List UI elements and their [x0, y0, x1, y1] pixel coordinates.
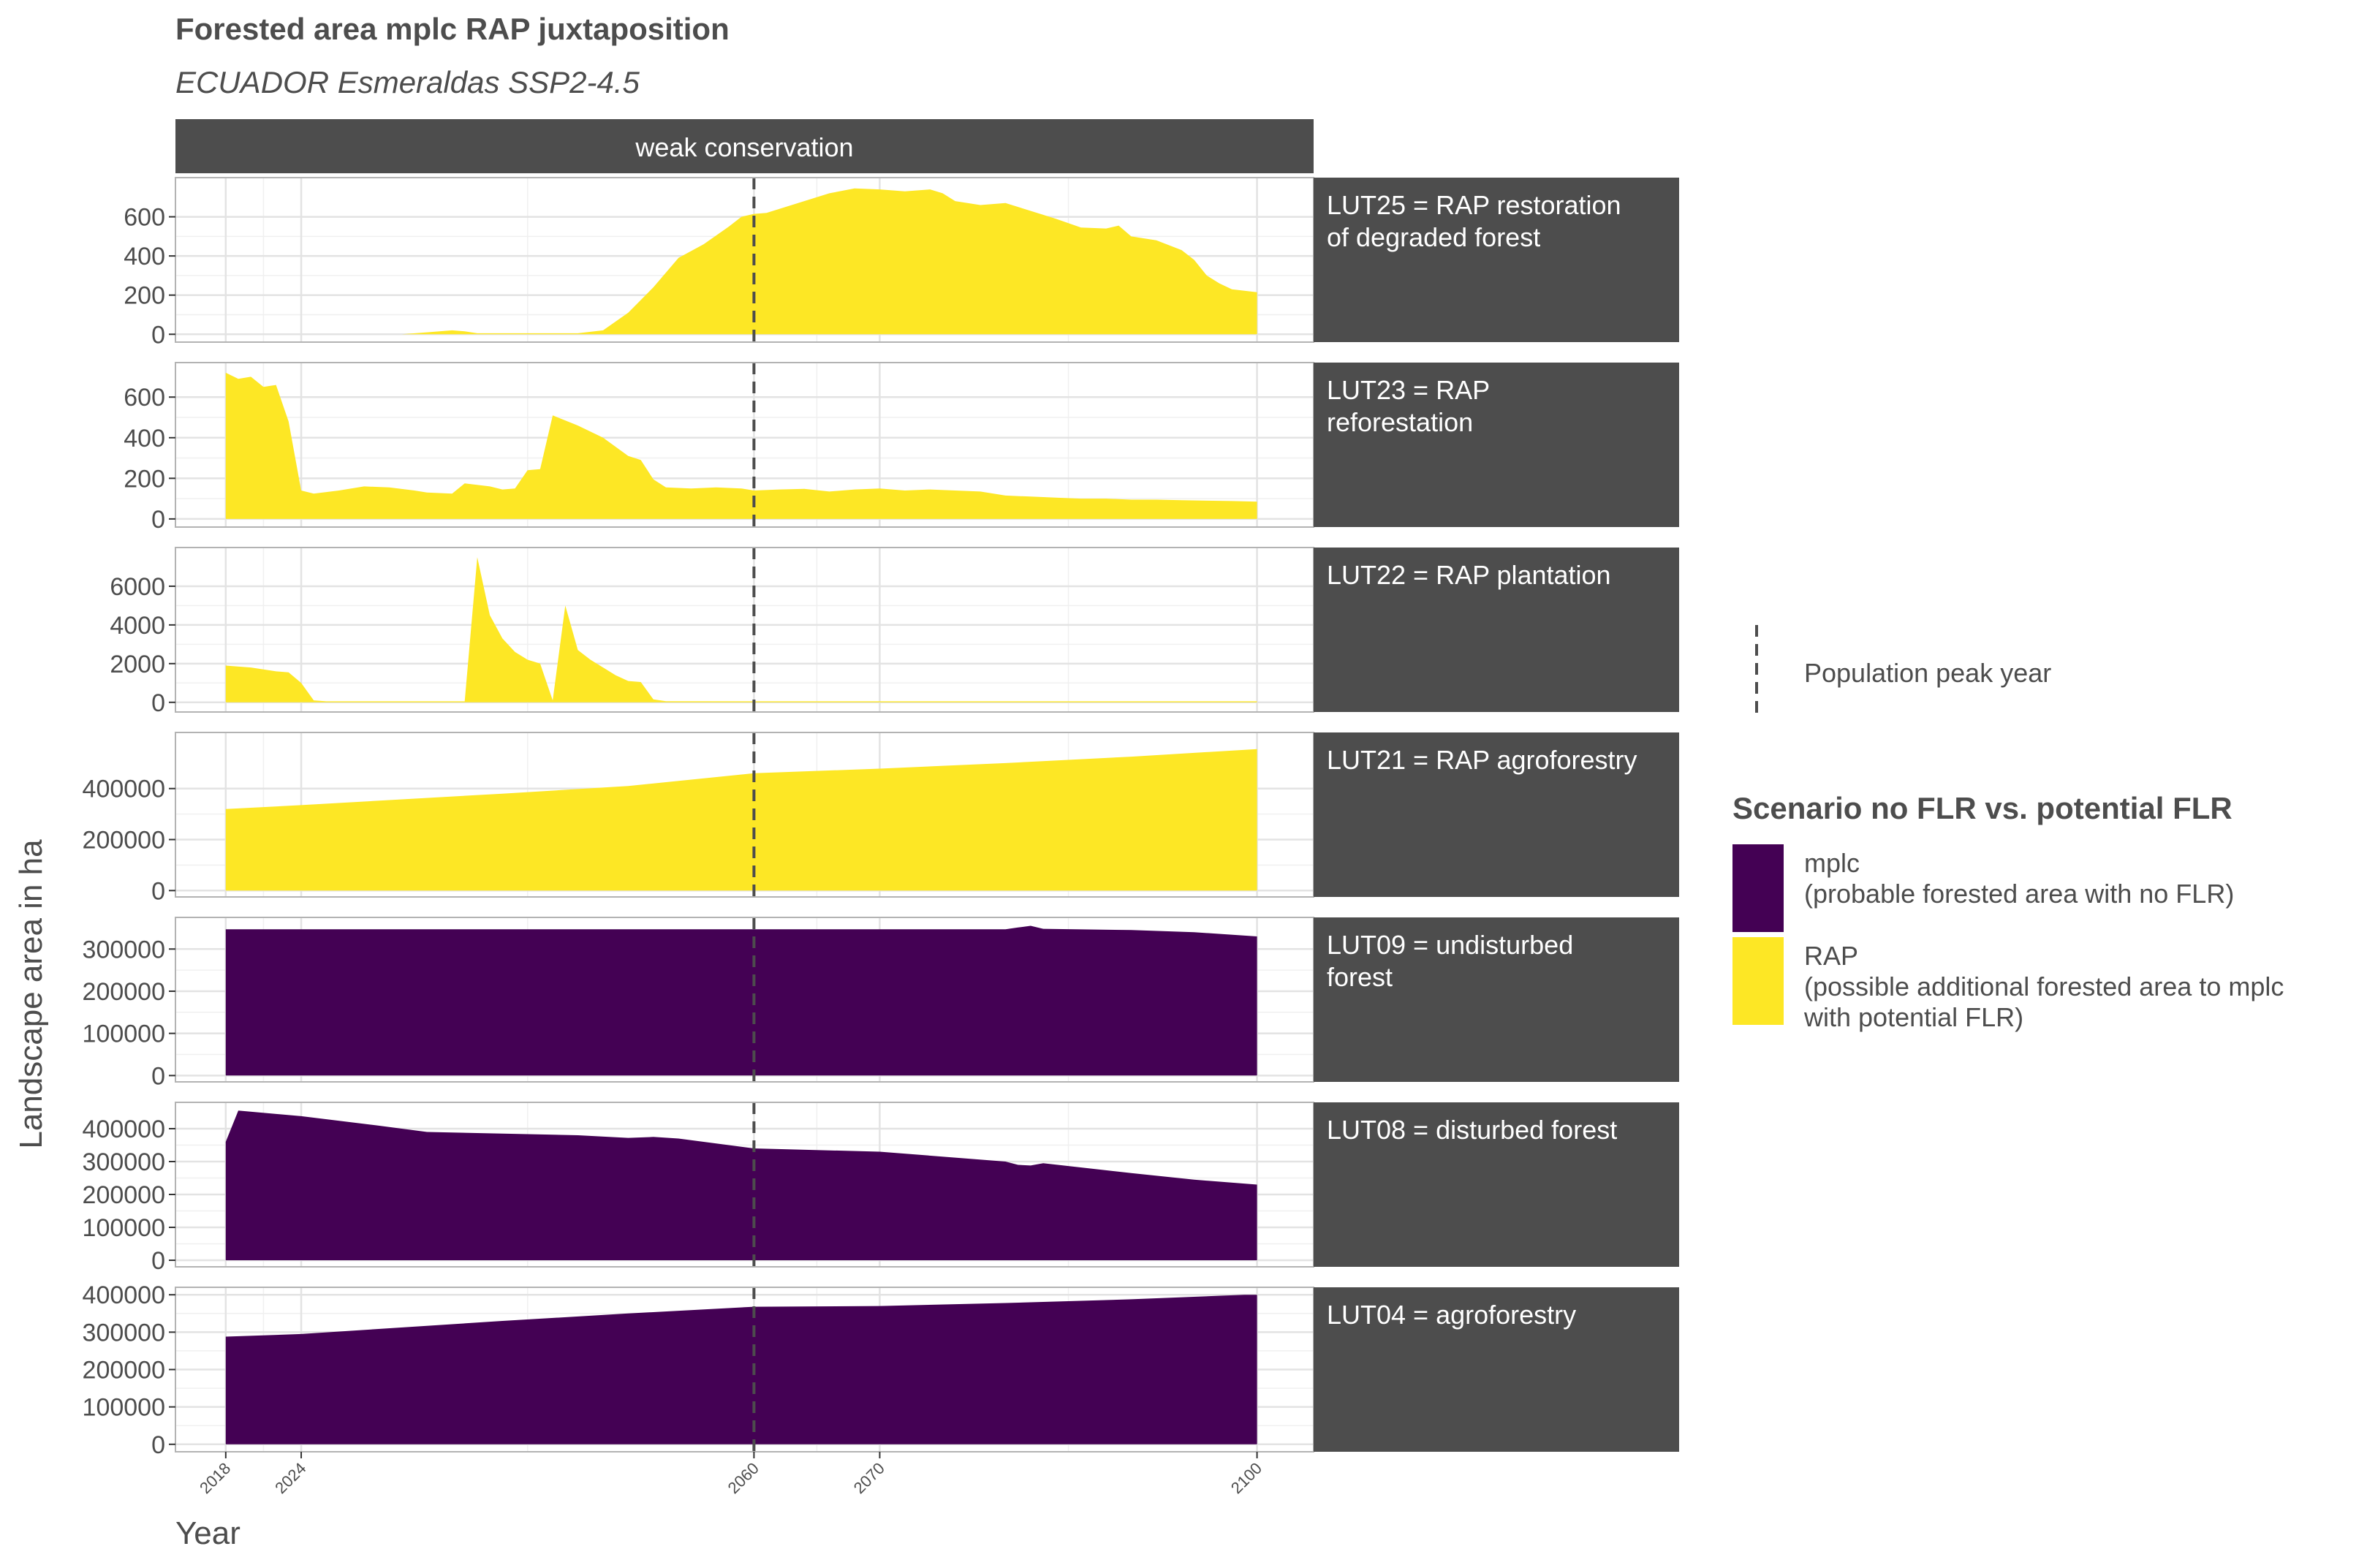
x-tick-label: 2060	[724, 1459, 762, 1497]
facet-column-strip	[175, 119, 1314, 173]
legend-key-mplc	[1732, 844, 1784, 932]
y-tick-label: 400000	[83, 1281, 165, 1309]
y-tick-label: 200000	[83, 978, 165, 1006]
y-tick-label: 600	[124, 204, 165, 232]
legend-label-mplc: mplc	[1804, 848, 1860, 878]
legend-line-label: Population peak year	[1804, 658, 2051, 688]
y-tick-label: 300000	[83, 1148, 165, 1176]
y-tick-label: 2000	[110, 651, 165, 678]
y-tick-label: 4000	[110, 612, 165, 640]
panel-4: 0 200000 400000 LUT21 = RAP agroforestry	[83, 732, 1679, 905]
area-series-mplc	[225, 1295, 1257, 1444]
x-tick-label: 2100	[1227, 1459, 1265, 1497]
facet-row-label: LUT04 = agroforestry	[1327, 1300, 1576, 1330]
facet-row-label: LUT09 = undisturbed	[1327, 930, 1573, 960]
facet-row-label: of degraded forest	[1327, 222, 1540, 252]
y-tick-label: 0	[151, 321, 165, 349]
y-tick-label: 100000	[83, 1214, 165, 1242]
y-tick-label: 100000	[83, 1394, 165, 1422]
legend-label-rap: RAP	[1804, 941, 1858, 971]
facet-row-label: LUT25 = RAP restoration	[1327, 190, 1621, 220]
y-tick-label: 0	[151, 689, 165, 717]
legend-key-rap	[1732, 937, 1784, 1025]
panel-6: 0 100000 200000 300000 400000 LUT08 = disturb…	[83, 1102, 1679, 1275]
panel-3: 0 2000 4000 6000 LUT22 = RAP plantation	[110, 547, 1679, 717]
y-tick-label: 400000	[83, 1116, 165, 1143]
y-tick-label: 200000	[83, 1357, 165, 1385]
legend-label-rap: with potential FLR)	[1803, 1002, 2023, 1032]
x-tick-label: 2070	[850, 1459, 888, 1497]
x-tick-label: 2024	[271, 1459, 309, 1497]
facet-row-strip	[1314, 1102, 1679, 1267]
x-tick-label: 2018	[196, 1459, 234, 1497]
facet-row-label: LUT23 = RAP	[1327, 375, 1490, 405]
x-axis-title: Year	[175, 1515, 241, 1551]
y-tick-label: 300000	[83, 936, 165, 963]
facet-row-label: LUT21 = RAP agroforestry	[1327, 745, 1637, 775]
legend-label-mplc: (probable forested area with no FLR)	[1804, 879, 2234, 909]
y-tick-label: 100000	[83, 1020, 165, 1048]
y-tick-label: 0	[151, 1062, 165, 1090]
facet-row-strip	[1314, 732, 1679, 897]
y-tick-label: 600	[124, 384, 165, 412]
y-tick-label: 0	[151, 877, 165, 905]
y-tick-label: 200000	[83, 827, 165, 855]
panel-background	[175, 548, 1314, 712]
y-tick-label: 0	[151, 1247, 165, 1275]
area-series-rap	[225, 372, 1257, 519]
facet-row-label: LUT08 = disturbed forest	[1327, 1115, 1617, 1145]
y-tick-label: 200	[124, 282, 165, 310]
facet-column-label: weak conservation	[635, 132, 853, 162]
y-tick-label: 0	[151, 1431, 165, 1459]
y-tick-label: 300000	[83, 1319, 165, 1347]
legend-title: Scenario no FLR vs. potential FLR	[1732, 791, 2232, 825]
facet-row-strip	[1314, 917, 1679, 1082]
legend-label-rap: (possible additional forested area to mp…	[1804, 972, 2284, 1001]
y-tick-label: 400	[124, 425, 165, 452]
area-series-rap	[225, 188, 1257, 335]
y-tick-label: 400000	[83, 776, 165, 803]
y-tick-label: 200	[124, 465, 165, 493]
y-tick-label: 0	[151, 506, 165, 534]
facet-row-strip	[1314, 548, 1679, 712]
facet-row-label: reforestation	[1327, 407, 1473, 437]
chart-subtitle: ECUADOR Esmeraldas SSP2-4.5	[175, 65, 640, 99]
y-axis-title: Landscape area in ha	[13, 839, 49, 1149]
y-tick-label: 200000	[83, 1181, 165, 1209]
chart-title: Forested area mplc RAP juxtaposition	[175, 12, 730, 46]
facet-row-label: forest	[1327, 962, 1393, 992]
panel-5: 0 100000 200000 300000 LUT09 = undisturbedfo…	[83, 917, 1679, 1090]
panel-7: 0 100000 200000 300000 400000 LUT04 = agrofor…	[83, 1281, 1679, 1459]
y-tick-label: 6000	[110, 573, 165, 601]
facet-row-strip	[1314, 1287, 1679, 1452]
facet-row-strip	[1314, 363, 1679, 527]
area-series-rap	[225, 557, 1257, 702]
facet-row-label: LUT22 = RAP plantation	[1327, 560, 1611, 590]
area-series-mplc	[225, 1110, 1257, 1260]
area-series-rap	[225, 749, 1257, 891]
y-tick-label: 400	[124, 243, 165, 270]
facet-row-strip	[1314, 178, 1679, 342]
area-series-mplc	[225, 925, 1257, 1076]
